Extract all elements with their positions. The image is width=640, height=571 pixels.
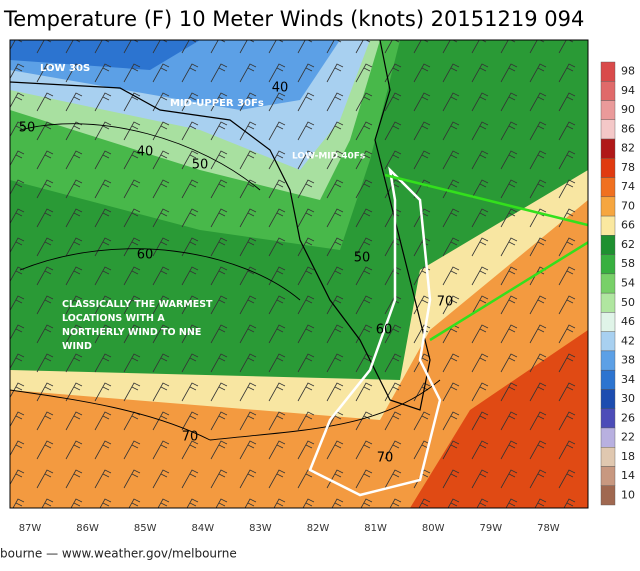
colorbar-swatch — [600, 427, 616, 448]
colorbar-label: 14 — [621, 469, 635, 482]
colorbar-swatch — [600, 389, 616, 409]
contour-label: 50 — [19, 121, 36, 136]
colorbar-label: 46 — [621, 315, 635, 328]
colorbar-swatch — [600, 408, 616, 429]
colorbar-label: 26 — [621, 411, 635, 424]
annotation: MID-UPPER 30Fs — [170, 98, 264, 109]
colorbar-label: 58 — [621, 257, 635, 270]
colorbar-label: 30 — [621, 392, 635, 405]
colorbar-label: 54 — [621, 277, 635, 290]
colorbar-label: 98 — [621, 65, 635, 78]
longitude-label: 80W — [422, 523, 445, 534]
longitude-label: 84W — [191, 523, 214, 534]
colorbar-swatch — [600, 81, 616, 101]
colorbar-swatch — [600, 273, 616, 294]
colorbar-swatch — [600, 138, 616, 159]
colorbar-label: 18 — [621, 450, 635, 463]
colorbar-label: 74 — [621, 180, 635, 193]
contour-label: 40 — [272, 81, 289, 96]
contour-label: 70 — [437, 295, 454, 310]
contour-label: 70 — [377, 451, 394, 466]
longitude-label: 85W — [134, 523, 157, 534]
contour-label: 50 — [354, 251, 371, 266]
colorbar-swatch — [600, 485, 616, 506]
contour-label: 60 — [376, 323, 393, 338]
colorbar-swatch — [600, 369, 616, 390]
colorbar-swatch — [600, 292, 616, 313]
colorbar-swatch — [600, 447, 616, 467]
colorbar-swatch — [600, 312, 616, 332]
colorbar-swatch — [600, 177, 616, 198]
longitude-label: 81W — [364, 523, 387, 534]
colorbar-label: 50 — [621, 296, 635, 309]
colorbar-label: 86 — [621, 122, 635, 135]
colorbar-label: 82 — [621, 142, 635, 155]
longitude-label: 86W — [76, 523, 99, 534]
colorbar-label: 42 — [621, 334, 635, 347]
colorbar-label: 70 — [621, 199, 635, 212]
colorbar-swatch — [600, 196, 616, 217]
colorbar-label: 94 — [621, 84, 635, 97]
colorbar-label: 78 — [621, 161, 635, 174]
colorbar-label: 38 — [621, 354, 635, 367]
colorbar-label: 22 — [621, 431, 635, 444]
colorbar-swatch — [600, 331, 616, 352]
colorbar-swatch — [600, 61, 616, 82]
map-area — [10, 40, 588, 508]
footer: bourne — www.weather.gov/melbourne — [0, 547, 237, 561]
colorbar-swatch — [600, 215, 616, 236]
colorbar-swatch — [600, 100, 616, 120]
contour-label: 60 — [137, 248, 154, 263]
colorbar-label: 66 — [621, 219, 635, 232]
annotation-box: CLASSICALLY THE WARMEST LOCATIONS WITH A… — [62, 299, 213, 352]
colorbar-swatch — [600, 254, 616, 275]
colorbar-swatch — [600, 158, 616, 178]
title: Temperature (F) 10 Meter Winds (knots) 2… — [3, 7, 584, 31]
colorbar-swatch — [600, 119, 616, 140]
colorbar-swatch — [600, 235, 616, 255]
longitude-label: 83W — [249, 523, 272, 534]
longitude-label: 82W — [307, 523, 330, 534]
annotation: CLASSICALLY THE WARMEST LOCATIONS WITH A… — [62, 299, 213, 352]
annotation: LOW 30S — [40, 63, 90, 74]
longitude-label: 87W — [19, 523, 42, 534]
colorbar-swatch — [600, 466, 616, 486]
colorbar-label: 34 — [621, 373, 635, 386]
annotation: LOW-MID 40Fs — [292, 152, 365, 162]
colorbar-label: 62 — [621, 238, 635, 251]
colorbar-label: 10 — [621, 488, 635, 501]
colorbar-swatch — [600, 350, 616, 371]
colorbar-label: 90 — [621, 103, 635, 116]
longitude-label: 78W — [537, 523, 560, 534]
contour-label: 50 — [192, 158, 209, 173]
longitude-label: 79W — [479, 523, 502, 534]
contour-label: 40 — [137, 145, 154, 160]
contour-label: 70 — [182, 430, 199, 445]
map-frame — [9, 39, 589, 509]
